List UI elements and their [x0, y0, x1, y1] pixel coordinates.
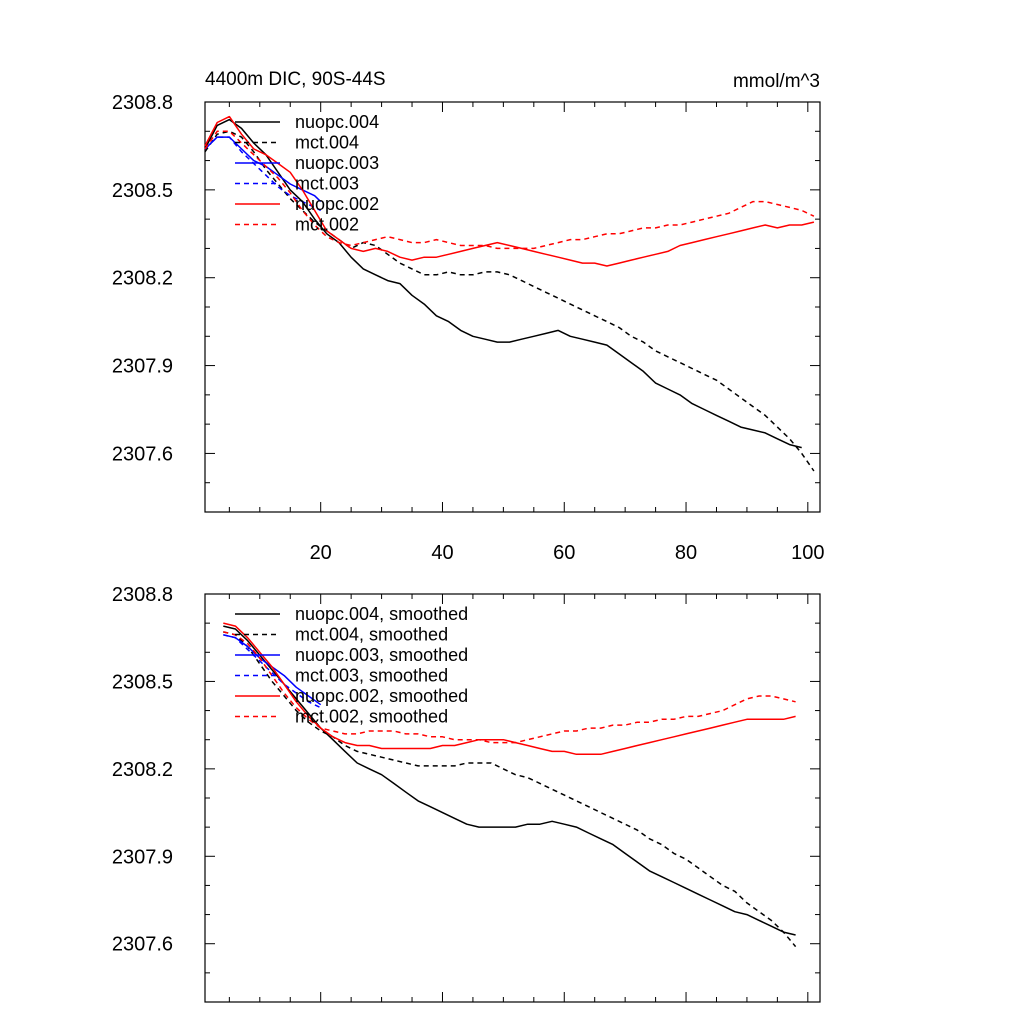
y-tick-label: 2308.5 — [112, 180, 173, 202]
y-tick-label: 2308.2 — [112, 759, 173, 781]
legend-label: nuopc.004, smoothed — [295, 604, 468, 624]
legend-label: mct.003, smoothed — [295, 666, 448, 686]
y-tick-label: 2307.9 — [112, 846, 173, 868]
series-line-mct-003-smoothed — [223, 634, 322, 709]
legend-label: nuopc.004 — [295, 112, 379, 132]
legend-label: nuopc.003, smoothed — [295, 645, 468, 665]
top-panel: 20 40 60 80 100 2307.6 2307.9 2308.2 2308.5 2308.… — [112, 69, 825, 564]
series-line-nuopc-004 — [204, 118, 802, 449]
y-tick-label: 2307.6 — [112, 934, 173, 956]
units-label: mmol/m^3 — [733, 71, 820, 92]
series-line-mct-002 — [204, 130, 815, 250]
legend-label: nuopc.002, smoothed — [295, 686, 468, 706]
legend-label: nuopc.003 — [295, 153, 379, 173]
y-tick-label: 2308.2 — [112, 268, 173, 290]
x-tick-label: 60 — [553, 542, 575, 564]
series-line-nuopc-002 — [204, 115, 815, 267]
y-tick-label: 2307.9 — [112, 356, 173, 378]
x-tick-label: 40 — [431, 542, 453, 564]
y-tick-label: 2308.5 — [112, 671, 173, 693]
legend-label: mct.002 — [295, 215, 359, 235]
legend-label: mct.004 — [295, 133, 359, 153]
legend-label: mct.004, smoothed — [295, 625, 448, 645]
series-line-mct-004-smoothed — [223, 631, 797, 948]
legend-label: mct.002, smoothed — [295, 707, 448, 727]
x-tick-label: 20 — [310, 542, 332, 564]
x-tick-label: 80 — [675, 542, 697, 564]
series-line-mct-002-smoothed — [223, 631, 796, 744]
x-tick-label: 100 — [791, 542, 824, 564]
y-tick-label: 2308.8 — [112, 92, 173, 114]
series-line-mct-003 — [204, 136, 322, 212]
y-tick-label: 2308.8 — [112, 584, 173, 606]
y-tick-label: 2307.6 — [112, 443, 173, 465]
legend-label: mct.003 — [295, 174, 359, 194]
chart-title: 4400m DIC, 90S-44S — [205, 69, 386, 90]
bottom-panel: 2307.6 2307.9 2308.2 2308.5 2308.8 nuopc.004,… — [112, 584, 821, 1003]
legend-label: nuopc.002 — [295, 194, 379, 214]
